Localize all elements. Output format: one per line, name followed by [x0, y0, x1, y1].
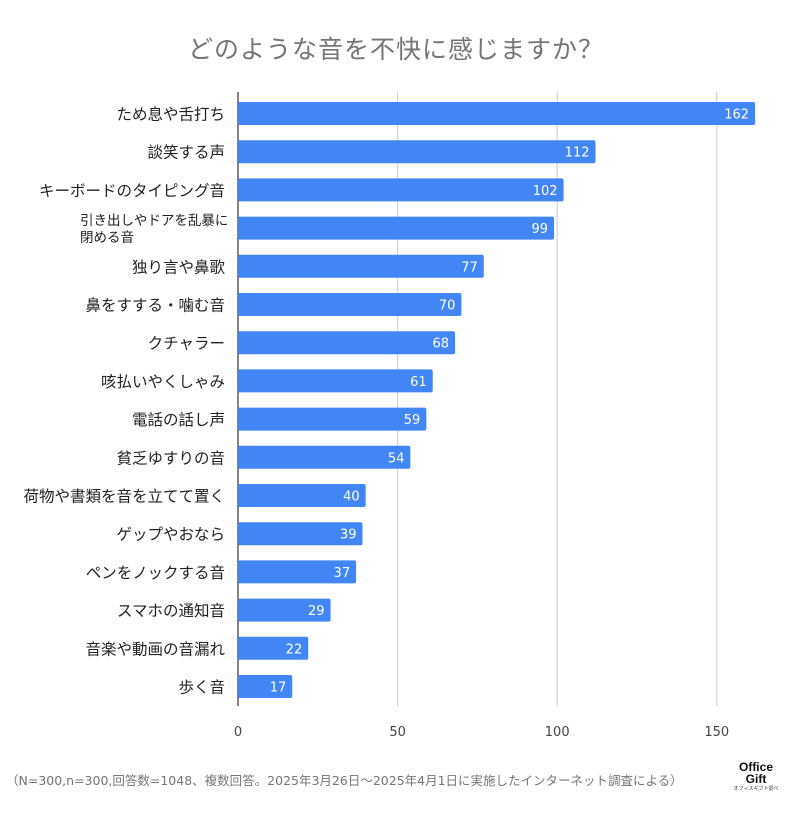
office-gift-logo: Office Gift オフィスギフト調べ	[726, 761, 786, 793]
category-label: 咳払いやくしゃみ	[101, 373, 225, 391]
category-label: クチャラー	[148, 335, 225, 353]
footnote: （N=300,n=300,回答数=1048、複数回答。2025年3月26日〜20…	[6, 773, 683, 788]
bar	[238, 675, 293, 698]
x-tick-label: 150	[704, 725, 729, 740]
bar-value-label: 61	[410, 375, 427, 390]
bar	[238, 293, 462, 316]
category-label: 貧乏ゆすりの音	[116, 449, 225, 467]
bar-value-label: 162	[724, 108, 749, 123]
category-label: 談笑する声	[147, 144, 225, 162]
bar	[238, 522, 363, 546]
bar	[238, 445, 411, 469]
category-label: 独り言や鼻歌	[132, 258, 226, 276]
bar	[238, 178, 564, 202]
category-label: 歩く音	[178, 679, 225, 697]
bar-value-label: 39	[340, 528, 357, 543]
bar	[238, 331, 456, 355]
x-tick-label: 50	[389, 725, 406, 740]
bar	[238, 254, 484, 278]
bar-value-label: 112	[565, 146, 590, 161]
bar-value-label: 54	[388, 451, 405, 466]
logo-line-3: オフィスギフト調べ	[733, 786, 779, 792]
bar	[238, 369, 433, 393]
bar-value-label: 22	[286, 642, 303, 657]
category-label: 電話の話し声	[132, 411, 225, 429]
category-label: 引き出しやドアを乱暴に	[80, 213, 228, 229]
category-label: キーボードのタイピング音	[39, 182, 225, 200]
bar-value-label: 29	[308, 604, 325, 619]
x-tick-label: 100	[545, 725, 570, 740]
category-label: スマホの通知音	[117, 602, 225, 620]
bar-value-label: 99	[531, 222, 548, 237]
bar-value-label: 59	[404, 413, 421, 428]
bar-value-label: 70	[439, 299, 456, 314]
chart-title: どのような音を不快に感じますか？	[187, 35, 604, 64]
bar-value-label: 17	[270, 681, 287, 696]
category-label: 音楽や動画の音漏れ	[85, 640, 225, 658]
bar-value-label: 102	[533, 184, 558, 199]
bar	[238, 560, 357, 584]
category-label: ため息や舌打ち	[116, 106, 225, 124]
bar	[238, 140, 596, 164]
category-label: 閉める音	[80, 229, 134, 246]
bar-value-label: 40	[343, 490, 360, 505]
category-label: 荷物や書類を音を立てて置く	[23, 488, 225, 506]
category-label: 鼻をすする・噛む音	[85, 297, 225, 315]
logo-line-1: Office	[738, 760, 773, 774]
category-label: ゲップやおなら	[116, 526, 225, 544]
bar	[238, 102, 756, 125]
bar-value-label: 68	[433, 337, 450, 352]
bar	[238, 598, 331, 622]
bar	[238, 636, 309, 660]
bar-value-label: 37	[334, 566, 351, 581]
category-label: ペンをノックする音	[86, 564, 225, 582]
bar	[238, 216, 555, 240]
logo-line-2: Gift	[745, 772, 767, 786]
x-tick-label: 0	[234, 725, 242, 740]
bar-value-label: 77	[461, 260, 478, 275]
bar	[238, 484, 366, 507]
bar	[238, 407, 427, 431]
